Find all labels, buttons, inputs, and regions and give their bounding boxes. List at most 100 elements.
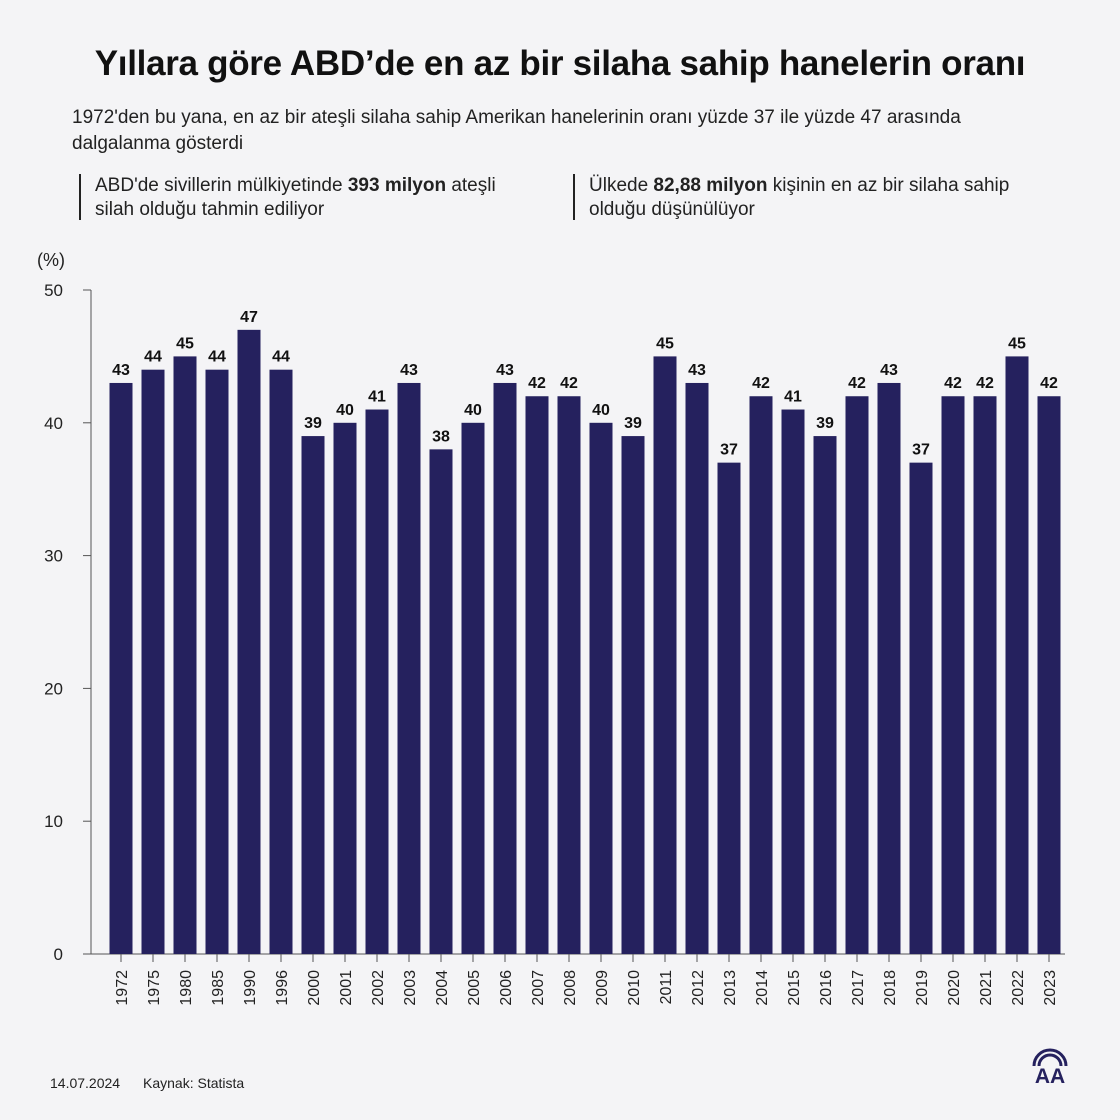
bar — [429, 449, 453, 954]
bar — [237, 329, 261, 955]
bar — [717, 462, 741, 954]
bar — [141, 369, 165, 954]
y-tick-label: 20 — [44, 679, 63, 698]
bar — [333, 422, 357, 954]
bar-value-label: 45 — [656, 335, 674, 352]
bar-value-label: 42 — [944, 375, 962, 392]
bar-value-label: 44 — [144, 349, 162, 366]
bar-value-label: 43 — [688, 362, 706, 379]
bar-value-label: 44 — [272, 349, 290, 366]
bar-value-label: 43 — [112, 362, 130, 379]
bar-value-label: 39 — [624, 415, 642, 432]
page-subtitle: 1972'den bu yana, en az bir ateşli silah… — [72, 107, 961, 154]
x-tick-label: 2003 — [402, 970, 419, 1006]
x-tick-label: 1985 — [210, 970, 227, 1006]
anadolu-agency-logo: AA — [1032, 1048, 1068, 1084]
bar-value-label: 42 — [1040, 375, 1058, 392]
bar — [877, 382, 901, 955]
bar — [685, 382, 709, 955]
x-tick-label: 2013 — [722, 970, 739, 1006]
bar-value-label: 42 — [976, 375, 994, 392]
footer-source: Kaynak: Statista — [143, 1075, 245, 1091]
bar — [173, 356, 197, 954]
bar — [205, 369, 229, 954]
bar-value-label: 37 — [720, 442, 738, 459]
x-tick-label: 2023 — [1042, 970, 1059, 1006]
y-tick-label: 10 — [44, 812, 63, 831]
bar — [845, 396, 869, 954]
fact-text: Ülkede — [589, 175, 654, 196]
y-tick-label: 50 — [44, 281, 63, 300]
bar — [621, 436, 645, 955]
bar — [397, 382, 421, 955]
y-tick-label: 0 — [54, 945, 63, 964]
x-tick-label: 2017 — [850, 970, 867, 1006]
bar — [365, 409, 389, 954]
bar-value-label: 42 — [560, 375, 578, 392]
bar-value-label: 40 — [592, 402, 610, 419]
x-tick-label: 2019 — [914, 970, 931, 1006]
x-tick-label: 2016 — [818, 970, 835, 1006]
bar — [941, 396, 965, 954]
bar — [557, 396, 581, 954]
bar — [653, 356, 677, 954]
x-tick-label: 1975 — [146, 970, 163, 1006]
x-tick-label: 2002 — [370, 970, 387, 1006]
bar — [301, 436, 325, 955]
bar-value-label: 39 — [816, 415, 834, 432]
bar-value-label: 42 — [528, 375, 546, 392]
fact-highlight: 82,88 milyon — [653, 175, 768, 196]
fact-firearms-owned: ABD'de sivillerin mülkiyetinde 393 milyo… — [79, 174, 535, 220]
fact-gun-owners: Ülkede 82,88 milyon kişinin en az bir si… — [573, 174, 1029, 220]
bar-value-label: 45 — [176, 335, 194, 352]
x-tick-label: 2012 — [690, 970, 707, 1006]
svg-text:AA: AA — [1035, 1065, 1065, 1084]
bar — [749, 396, 773, 954]
bar-value-label: 42 — [752, 375, 770, 392]
x-tick-label: 2006 — [498, 970, 515, 1006]
bar — [461, 422, 485, 954]
bar-chart: 0 10 20 30 40 50 43 1972 44 1975 45 1980 44 1985 47 199… — [44, 281, 1065, 1006]
page-title: Yıllara göre ABD’de en az bir silaha sah… — [94, 44, 1026, 83]
bar — [525, 396, 549, 954]
x-tick-label: 1972 — [114, 970, 131, 1006]
x-tick-label: 2015 — [786, 970, 803, 1006]
bar — [1005, 356, 1029, 954]
fact-text: ABD'de sivillerin mülkiyetinde — [95, 175, 348, 196]
bar-value-label: 41 — [368, 389, 386, 406]
bar-value-label: 42 — [848, 375, 866, 392]
bar-value-label: 43 — [496, 362, 514, 379]
bar — [909, 462, 933, 954]
x-tick-label: 1990 — [242, 970, 259, 1006]
x-tick-label: 2009 — [594, 970, 611, 1006]
bar — [493, 382, 517, 955]
x-tick-label: 2007 — [530, 970, 547, 1006]
y-axis-unit-label: (%) — [37, 250, 65, 270]
x-tick-label: 2018 — [882, 970, 899, 1006]
fact-text: kişinin en az bir silaha sahip olduğu dü… — [589, 175, 1010, 220]
y-tick-label: 30 — [44, 547, 63, 566]
bar-value-label: 40 — [464, 402, 482, 419]
y-tick-label: 40 — [44, 414, 63, 433]
bar-value-label: 39 — [304, 415, 322, 432]
bar-value-label: 43 — [880, 362, 898, 379]
x-tick-label: 2020 — [946, 970, 963, 1006]
fact-text: ateşli silah olduğu tahmin ediliyor — [95, 175, 496, 220]
x-tick-label: 2022 — [1010, 970, 1027, 1006]
x-tick-label: 2004 — [434, 970, 451, 1006]
x-tick-label: 2010 — [626, 970, 643, 1006]
x-tick-label: 2014 — [754, 970, 771, 1006]
x-tick-label: 2021 — [978, 970, 995, 1006]
bar-value-label: 41 — [784, 389, 802, 406]
x-tick-label: 2005 — [466, 970, 483, 1006]
x-tick-label: 2000 — [306, 970, 323, 1006]
x-tick-label: 1996 — [274, 970, 291, 1006]
bar-value-label: 38 — [432, 428, 450, 445]
bar-value-label: 40 — [336, 402, 354, 419]
bar — [973, 396, 997, 954]
bar — [1037, 396, 1061, 954]
bar-value-label: 44 — [208, 349, 226, 366]
bar — [109, 382, 133, 955]
bar-value-label: 45 — [1008, 335, 1026, 352]
fact-highlight: 393 milyon — [347, 175, 447, 196]
